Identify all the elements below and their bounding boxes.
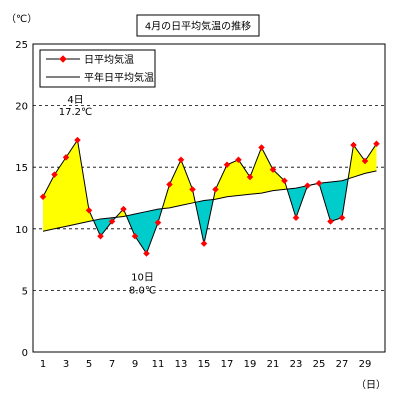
axes — [32, 43, 386, 353]
data-point-day-8 — [120, 205, 127, 213]
legend-box — [39, 49, 156, 88]
legend-marker-daily — [59, 55, 67, 63]
data-point-day-30 — [373, 140, 380, 148]
data-point-day-18 — [235, 156, 242, 164]
y-tick-label-5: 5 — [22, 286, 28, 297]
x-axis-label: （日） — [356, 379, 386, 391]
below-normal-fill-7 — [287, 185, 308, 218]
above-normal-fill-6 — [213, 147, 288, 200]
data-point-day-12 — [166, 181, 173, 188]
y-tick-label-10: 10 — [15, 225, 28, 236]
data-point-day-17 — [223, 161, 231, 169]
y-tick-label-25: 25 — [15, 40, 28, 51]
x-tick-label-15: 15 — [198, 359, 211, 370]
x-tick-label-27: 27 — [336, 359, 349, 370]
fill-areas — [43, 140, 377, 254]
annotation-day-10-label: 10日 — [131, 272, 154, 283]
data-point-day-19 — [246, 173, 254, 181]
chart-title-box: 4月の日平均気温の推移 — [136, 14, 260, 37]
data-point-day-20 — [258, 144, 265, 151]
gridlines — [33, 105, 385, 291]
y-tick-label-20: 20 — [15, 102, 28, 113]
data-point-day-13 — [177, 156, 185, 164]
data-point-day-29 — [361, 157, 369, 165]
data-point-day-25 — [315, 179, 323, 187]
data-point-day-16 — [212, 186, 219, 193]
x-tick-label-23: 23 — [290, 359, 303, 370]
below-normal-fill-9 — [319, 178, 349, 222]
data-point-day-28 — [350, 141, 357, 149]
annotation-day-10-value: 8.0℃ — [129, 285, 156, 296]
data-point-day-23 — [292, 214, 300, 222]
x-tick-label-9: 9 — [132, 359, 138, 370]
legend-label-daily: 日平均気温 — [84, 53, 134, 66]
x-tick-label-11: 11 — [152, 359, 165, 370]
data-point-day-15 — [200, 240, 208, 247]
data-point-day-1 — [39, 193, 47, 201]
data-point-day-21 — [269, 166, 277, 174]
x-tick-label-17: 17 — [221, 359, 234, 370]
y-axis-label: （℃） — [6, 13, 37, 25]
x-tick-label-5: 5 — [86, 359, 92, 370]
y-tick-label-0: 0 — [22, 348, 28, 359]
data-point-day-14 — [189, 186, 196, 193]
annotation-day-4-label: 4日 — [67, 95, 83, 106]
x-tick-label-1: 1 — [40, 359, 46, 370]
data-point-day-22 — [281, 177, 288, 185]
data-point-day-4 — [74, 136, 81, 144]
data-point-day-24 — [304, 182, 311, 190]
data-point-day-2 — [51, 171, 58, 178]
x-tick-label-13: 13 — [175, 359, 188, 370]
below-normal-fill-3 — [126, 208, 163, 254]
annotation-day-4-value: 17.2℃ — [59, 107, 93, 118]
legend-label-normal: 平年日平均気温 — [84, 71, 154, 84]
data-point-day-9 — [131, 232, 139, 240]
x-tick-label-7: 7 — [109, 359, 115, 370]
x-tick-label-29: 29 — [359, 359, 372, 370]
x-tick-label-21: 21 — [267, 359, 280, 370]
data-point-day-27 — [338, 214, 346, 222]
x-tick-label-25: 25 — [313, 359, 326, 370]
data-point-day-3 — [62, 153, 70, 161]
data-point-day-11 — [154, 219, 162, 226]
plot-frame — [32, 43, 386, 353]
x-tick-label-19: 19 — [244, 359, 257, 370]
below-normal-fill-5 — [195, 199, 214, 244]
data-point-day-7 — [108, 218, 116, 225]
data-point-day-10 — [143, 250, 150, 257]
data-point-day-26 — [327, 218, 334, 225]
above-normal-fill-4 — [162, 159, 196, 209]
x-tick-label-3: 3 — [63, 359, 69, 370]
data-markers — [39, 136, 380, 257]
daily-mean-temp-line — [42, 138, 377, 255]
data-point-day-6 — [97, 232, 104, 240]
data-point-day-5 — [85, 206, 93, 214]
y-tick-label-15: 15 — [15, 163, 28, 174]
chart-title: 4月の日平均気温の推移 — [145, 20, 251, 33]
